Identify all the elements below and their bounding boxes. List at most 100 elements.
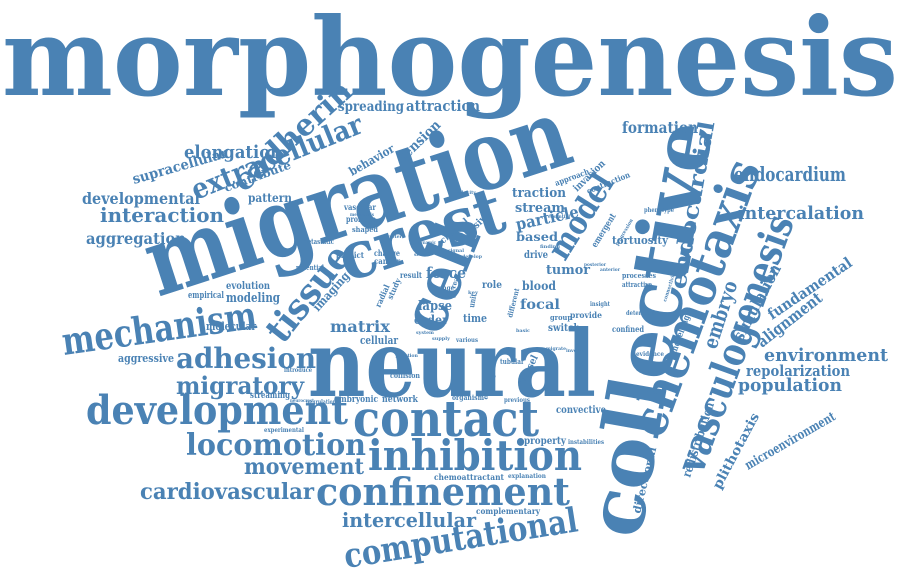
word-anterior: anterior — [600, 267, 620, 273]
word-lapse: lapse — [418, 299, 452, 314]
word-cardiovascular: cardiovascular — [140, 479, 314, 505]
word-neurulation: neurulation — [306, 399, 336, 406]
word-traction: traction — [512, 186, 567, 201]
word-contact: contact — [353, 389, 539, 448]
word-attractive: attractive — [622, 280, 652, 289]
word-system: system — [416, 330, 435, 336]
word-tortuosity: tortuosity — [612, 234, 669, 247]
word-predict: predict — [336, 250, 364, 260]
word-provide: provide — [570, 310, 602, 320]
word-processes: processes — [622, 271, 656, 280]
word-key: key — [468, 290, 479, 296]
word-interaction: interaction — [100, 203, 224, 227]
word-promote: promote — [346, 214, 376, 224]
word-order: order — [414, 313, 449, 327]
word-property: property — [524, 436, 567, 447]
word-spreading: spreading — [338, 99, 404, 115]
word-phenotype: phenotype — [644, 207, 674, 214]
word-involve: involve — [566, 348, 584, 354]
word-molecular: molecular — [206, 320, 256, 333]
word-elongation: elongation — [184, 142, 282, 163]
word-group: group — [550, 313, 572, 322]
word-intercellular: intercellular — [342, 508, 476, 532]
word-dynamic: dynamic — [418, 240, 436, 246]
word-morphogenesis: morphogenesis — [2, 0, 898, 121]
word-signal: signal — [448, 248, 464, 254]
word-evolution: evolution — [226, 281, 271, 292]
word-network: network — [382, 395, 419, 405]
word-unit: unit — [466, 293, 478, 309]
word-result: result — [400, 270, 422, 280]
word-chapter: chapter — [382, 234, 402, 240]
word-metastasis: metastasis — [350, 212, 374, 218]
word-various: various — [455, 337, 478, 344]
word-neural: neural — [308, 310, 596, 418]
word-vascular: vascular — [343, 202, 377, 212]
word-stream: stream — [515, 201, 565, 216]
word-tubular: tubular — [500, 357, 524, 366]
word-embryonic: embryonic — [334, 395, 378, 405]
word-determine: determine — [626, 310, 656, 317]
word-cellular: cellular — [360, 334, 398, 347]
word-migrate: migrate — [546, 346, 566, 352]
word-range: range — [436, 285, 454, 292]
word-streaming: streaming — [250, 391, 291, 401]
word-insight: insight — [590, 301, 610, 308]
word-formation: formation — [622, 118, 698, 137]
word-posterior: posterior — [584, 262, 606, 268]
word-velocity: velocity — [455, 190, 477, 196]
word-role: role — [482, 280, 502, 291]
word-experimental: experimental — [264, 427, 305, 434]
word-shaped: shaped — [352, 225, 378, 234]
word-pattern: pattern — [248, 191, 292, 205]
word-introduce: introduce — [284, 367, 312, 374]
word-instabilities: instabilities — [568, 439, 605, 446]
word-junction: junction — [395, 353, 418, 359]
word-drive: drive — [524, 250, 548, 261]
word-inhibition: inhibition — [368, 431, 582, 480]
word-evidence: evidence — [636, 351, 664, 358]
word-movement: movement — [244, 454, 365, 480]
word-environment: environment — [764, 345, 889, 366]
word-convective: convective — [556, 405, 606, 416]
word-attraction: attraction — [406, 97, 480, 115]
word-change: change — [374, 248, 400, 258]
word-collision: collision — [390, 371, 420, 380]
word-explanation: explanation — [508, 473, 547, 480]
word-finding: finding — [540, 244, 560, 250]
word-switch: switch — [548, 323, 581, 334]
word-cancer: cancer — [374, 256, 401, 266]
word-potential: potential — [296, 263, 324, 272]
word-focal: focal — [520, 297, 560, 313]
word-previous: previous — [504, 397, 531, 404]
word-developmental: developmental — [82, 189, 200, 208]
word-chemoattractant: chemoattractant — [434, 472, 504, 482]
word-blood: blood — [522, 279, 557, 293]
word-migratory: migratory — [176, 371, 305, 400]
word-neurocrest: neurocrest — [290, 398, 315, 404]
word-repolarization: repolarization — [746, 362, 850, 380]
word-intercalation: intercalation — [738, 203, 864, 224]
word-adhesion: adhesion — [176, 342, 316, 375]
word-essential: essential — [548, 214, 570, 220]
word-select: select — [414, 252, 431, 258]
word-endocardium: endocardium — [734, 162, 846, 186]
word-complementary: complementary — [476, 506, 540, 516]
word-locomotion: locomotion — [186, 428, 366, 463]
word-tumor: tumor — [546, 263, 590, 278]
word-development: development — [86, 387, 348, 434]
word-population: population — [738, 375, 842, 396]
word-modeling: modeling — [226, 291, 280, 306]
word-supply: supply — [432, 336, 451, 342]
word-confinement: confinement — [316, 469, 570, 514]
word-metastatic: metastatic — [302, 237, 334, 246]
word-aggregation: aggregation — [86, 229, 186, 248]
word-confined: confined — [612, 324, 644, 334]
word-aggressive: aggressive — [118, 352, 174, 365]
word-organism: organism — [452, 393, 485, 402]
word-basic: basic — [516, 328, 530, 334]
word-single: single — [440, 294, 456, 300]
word-force: force — [426, 264, 466, 282]
